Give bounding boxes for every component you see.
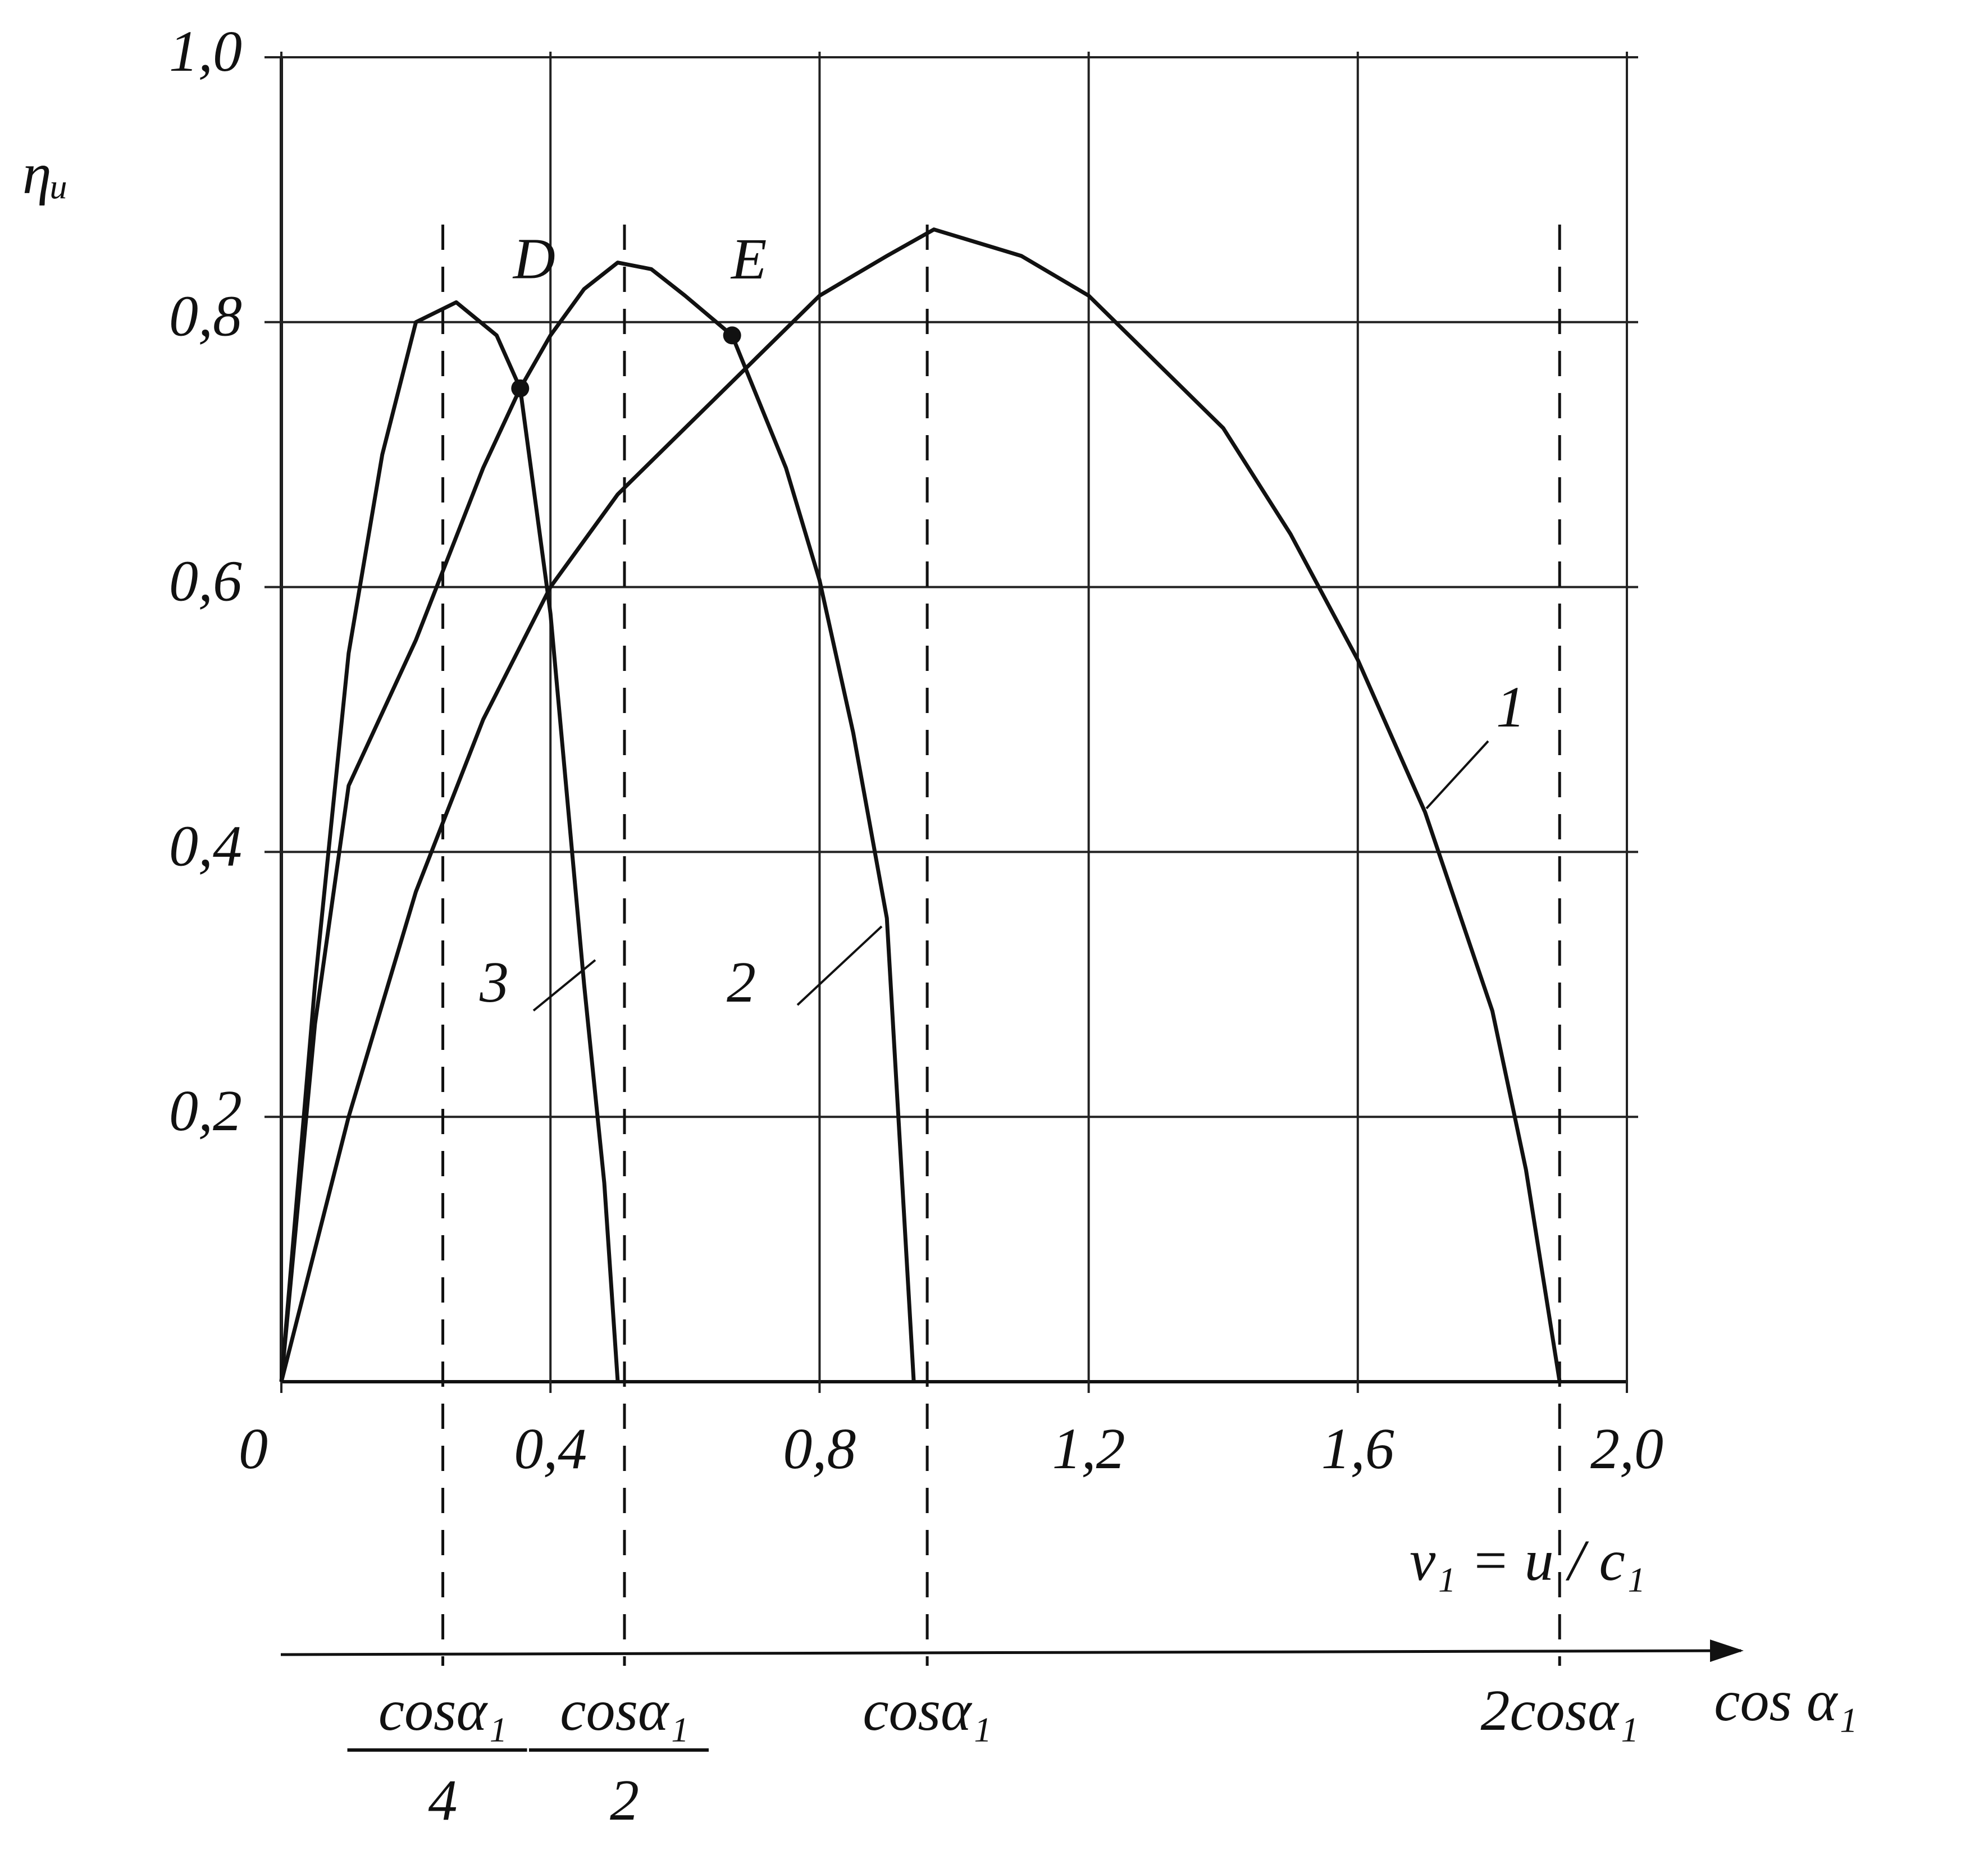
x-tick-label: 0,8 xyxy=(783,1417,856,1481)
label-leader xyxy=(1425,740,1489,810)
reference-label: cosα₁ xyxy=(560,1678,688,1743)
x-tick-label: 1,6 xyxy=(1321,1417,1394,1481)
x-tick-label: 1,2 xyxy=(1052,1417,1125,1481)
y-tick-label: 0,8 xyxy=(169,284,242,349)
label-leader xyxy=(796,925,883,1006)
point-marker xyxy=(511,379,530,398)
series-label: 1 xyxy=(1496,675,1525,739)
y-tick-label: 0,2 xyxy=(169,1079,242,1143)
point-label: D xyxy=(512,227,555,291)
lower-axis xyxy=(280,1639,1744,1662)
reference-label: cosα₁ xyxy=(863,1678,991,1743)
reference-denominator: 4 xyxy=(428,1768,458,1833)
series-label: 2 xyxy=(727,950,756,1015)
series-line xyxy=(279,227,1562,1382)
reference-denominator: 2 xyxy=(610,1768,639,1833)
y-tick-label: 0,6 xyxy=(169,549,242,613)
y-tick-label: 0,4 xyxy=(169,814,242,878)
series-line xyxy=(279,261,916,1382)
y-tick-label: 1,0 xyxy=(169,19,242,84)
reference-label: 2cosα₁ xyxy=(1481,1678,1639,1743)
x-tick-label: 0 xyxy=(239,1417,268,1481)
x-tick-label: 2,0 xyxy=(1590,1417,1663,1481)
series-line xyxy=(279,300,620,1382)
y-axis-title: ηᵤ xyxy=(22,141,69,206)
lower-axis-title: cos α₁ xyxy=(1714,1669,1857,1733)
point-label: E xyxy=(730,227,767,291)
reference-label: cosα₁ xyxy=(379,1678,507,1743)
x-axis-title: ν₁ = u / c₁ xyxy=(1410,1528,1645,1593)
point-marker xyxy=(723,326,741,345)
series-label: 3 xyxy=(479,950,509,1015)
x-tick-label: 0,4 xyxy=(514,1417,587,1481)
label-leader xyxy=(532,959,596,1012)
